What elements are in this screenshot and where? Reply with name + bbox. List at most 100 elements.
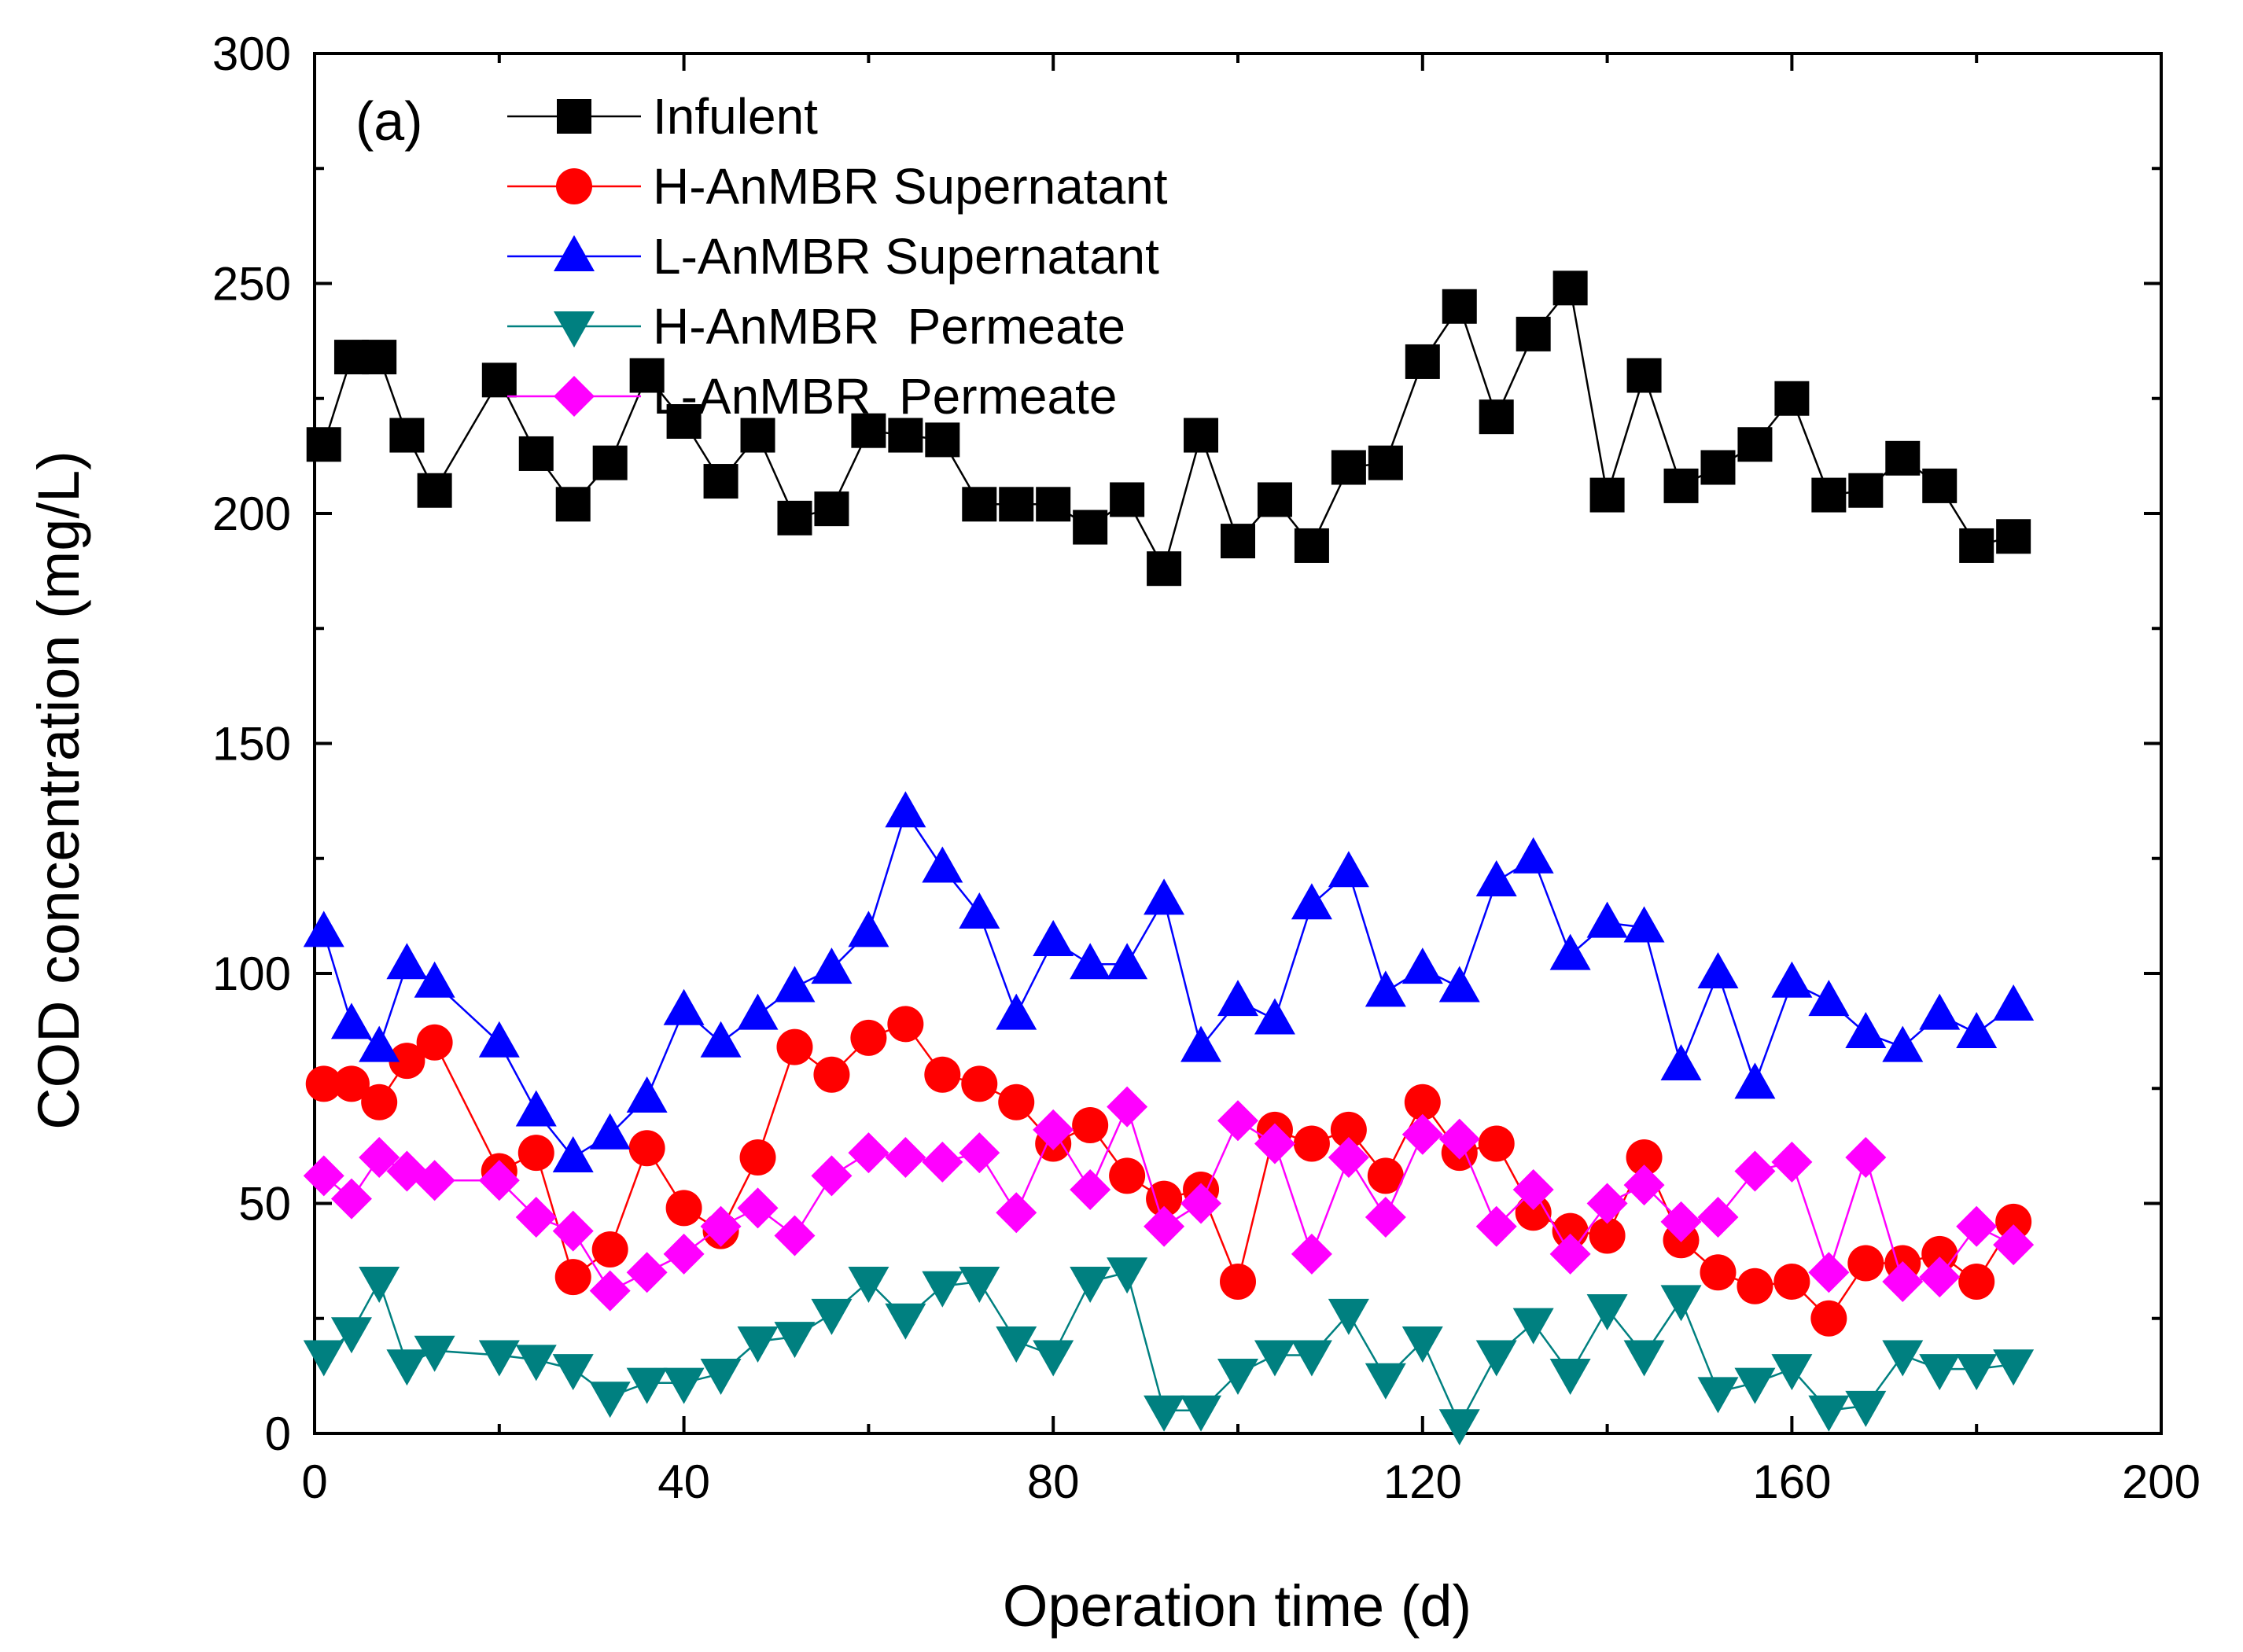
- legend-label: H-AnMBR Supernatant: [653, 158, 1168, 215]
- data-point: [1919, 1354, 1961, 1391]
- series-4: [303, 1086, 2035, 1312]
- data-point: [1771, 961, 1813, 998]
- data-point: [359, 1025, 400, 1062]
- data-point: [626, 1367, 668, 1404]
- legend-label: L-AnMBR Permeate: [653, 368, 1117, 425]
- data-point: [1328, 851, 1369, 888]
- data-point: [1404, 1084, 1441, 1120]
- data-point: [1479, 399, 1514, 435]
- data-point: [1254, 1340, 1295, 1377]
- data-point: [1365, 1197, 1406, 1238]
- data-point: [1365, 970, 1406, 1007]
- data-point: [850, 1019, 887, 1056]
- data-point: [848, 911, 889, 947]
- data-point: [1882, 1340, 1924, 1377]
- data-point: [386, 1349, 428, 1386]
- legend-item: H-AnMBR Supernatant: [507, 158, 1168, 215]
- legend-item: H-AnMBR Permeate: [507, 298, 1125, 355]
- data-point: [555, 487, 591, 522]
- data-point: [1438, 1409, 1480, 1446]
- data-point: [518, 436, 554, 471]
- data-point: [414, 1160, 455, 1201]
- data-point: [478, 1160, 520, 1201]
- y-tick-label: 0: [265, 1407, 291, 1460]
- data-point: [999, 487, 1034, 522]
- data-point: [517, 1135, 554, 1172]
- data-point: [386, 943, 428, 980]
- data-point: [1438, 1118, 1480, 1160]
- data-point: [629, 358, 665, 393]
- data-point: [811, 1298, 853, 1335]
- data-point: [996, 993, 1037, 1030]
- y-axis-title: COD concentration (mg/L): [26, 451, 91, 1130]
- data-point: [1959, 528, 1994, 563]
- data-point: [851, 413, 886, 448]
- data-point: [1996, 519, 2031, 554]
- data-point: [1107, 943, 1148, 980]
- data-point: [1438, 966, 1480, 1003]
- data-point: [1697, 1377, 1739, 1414]
- legend-marker: [554, 311, 595, 348]
- data-point: [1144, 878, 1185, 915]
- data-point: [1180, 1025, 1222, 1062]
- data-point: [1848, 473, 1884, 508]
- data-point: [1549, 1233, 1591, 1275]
- legend-marker: [554, 376, 595, 417]
- data-point: [922, 1141, 963, 1183]
- data-point: [666, 404, 702, 439]
- x-tick-label: 200: [2122, 1455, 2201, 1508]
- data-point: [1845, 1390, 1887, 1427]
- data-point: [552, 1354, 594, 1391]
- data-point: [998, 1084, 1035, 1120]
- data-point: [1845, 1137, 1887, 1178]
- data-point: [416, 1024, 453, 1061]
- data-point: [1478, 1125, 1515, 1162]
- data-point: [1146, 1180, 1183, 1217]
- data-point: [1993, 1349, 2035, 1386]
- data-point: [303, 911, 344, 947]
- data-point: [1586, 1294, 1628, 1331]
- data-point: [776, 1028, 813, 1065]
- data-point: [663, 988, 705, 1025]
- legend-item: L-AnMBR Permeate: [507, 368, 1117, 425]
- data-point: [740, 418, 775, 453]
- data-point: [1217, 1358, 1258, 1395]
- data-point: [1070, 1168, 1111, 1210]
- data-point: [515, 1197, 557, 1238]
- data-point: [1956, 1354, 1998, 1391]
- data-point: [330, 1178, 372, 1220]
- data-point: [303, 1340, 344, 1377]
- data-point: [663, 1367, 705, 1404]
- data-point: [1623, 1164, 1665, 1206]
- data-point: [481, 362, 517, 398]
- data-point: [1810, 1300, 1847, 1337]
- data-point: [1882, 1260, 1924, 1302]
- data-point: [1586, 901, 1628, 938]
- data-point: [1221, 524, 1255, 559]
- data-point: [737, 1187, 779, 1229]
- data-point: [1291, 1340, 1332, 1377]
- data-point: [1367, 1157, 1404, 1194]
- data-point: [1405, 344, 1440, 379]
- data-point: [925, 422, 960, 458]
- data-point: [1811, 477, 1847, 513]
- data-point: [1033, 1340, 1074, 1377]
- data-point: [1072, 1107, 1109, 1144]
- data-point: [554, 1259, 591, 1296]
- data-point: [1808, 1395, 1850, 1432]
- data-point: [1368, 445, 1403, 480]
- data-point: [1291, 883, 1332, 920]
- data-point: [1995, 1203, 2032, 1240]
- data-point: [1147, 551, 1182, 587]
- y-tick-label: 150: [212, 718, 291, 771]
- data-point: [1623, 1340, 1665, 1377]
- data-point: [515, 1345, 557, 1382]
- data-point: [922, 1271, 963, 1308]
- data-point: [305, 1065, 342, 1102]
- data-point: [996, 1326, 1037, 1363]
- x-axis-title: Operation time (d): [1003, 1573, 1471, 1639]
- data-point: [1512, 1168, 1554, 1210]
- data-point: [1734, 1367, 1776, 1404]
- data-point: [774, 966, 816, 1003]
